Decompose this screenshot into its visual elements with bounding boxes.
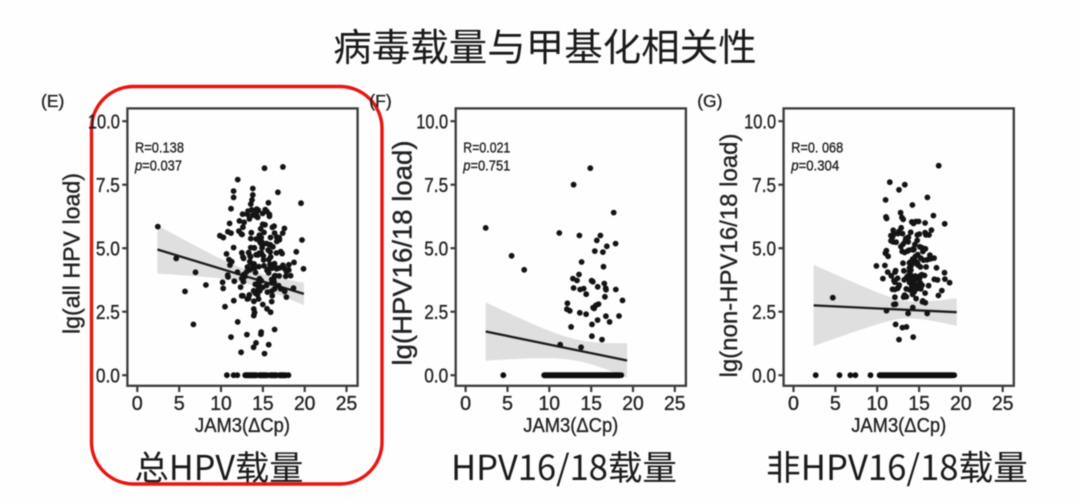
svg-text:5.0: 5.0 <box>96 238 120 260</box>
svg-text:2.5: 2.5 <box>752 302 776 324</box>
svg-text:lg(non-HPV16/18 load): lg(non-HPV16/18 load) <box>716 134 743 378</box>
svg-text:15: 15 <box>908 393 930 415</box>
svg-text:p=0.037: p=0.037 <box>134 158 182 175</box>
svg-text:(E): (E) <box>41 91 64 111</box>
svg-text:0.0: 0.0 <box>96 365 120 387</box>
svg-text:R=0.138: R=0.138 <box>135 140 184 157</box>
svg-text:25: 25 <box>336 393 358 415</box>
svg-text:5: 5 <box>174 393 185 415</box>
svg-text:10.0: 10.0 <box>416 111 448 133</box>
svg-text:p=0.304: p=0.304 <box>790 158 839 175</box>
svg-text:0: 0 <box>788 393 799 415</box>
svg-text:15: 15 <box>252 393 274 415</box>
svg-text:20: 20 <box>294 393 316 415</box>
svg-text:10.0: 10.0 <box>88 111 120 133</box>
svg-text:lg(HPV16/18 load): lg(HPV16/18 load) <box>387 141 417 366</box>
svg-text:7.5: 7.5 <box>752 175 776 197</box>
svg-text:10: 10 <box>866 393 888 415</box>
svg-text:7.5: 7.5 <box>96 175 120 197</box>
svg-text:0.0: 0.0 <box>424 365 448 387</box>
svg-text:10.0: 10.0 <box>744 111 776 133</box>
svg-text:0: 0 <box>460 393 471 415</box>
svg-text:2.5: 2.5 <box>424 302 448 324</box>
svg-text:R=0. 068: R=0. 068 <box>791 140 843 157</box>
svg-text:5: 5 <box>502 393 513 415</box>
svg-text:5.0: 5.0 <box>424 238 448 260</box>
svg-text:25: 25 <box>664 393 686 415</box>
svg-text:p=0.751: p=0.751 <box>462 158 510 175</box>
svg-text:(G): (G) <box>697 91 722 111</box>
svg-text:JAM3(ΔCp): JAM3(ΔCp) <box>523 414 618 437</box>
svg-text:0: 0 <box>132 393 143 415</box>
svg-text:2.5: 2.5 <box>96 302 120 324</box>
svg-text:10: 10 <box>539 393 561 415</box>
svg-text:5: 5 <box>830 393 841 415</box>
svg-text:15: 15 <box>580 393 602 415</box>
svg-text:0.0: 0.0 <box>752 365 776 387</box>
svg-text:7.5: 7.5 <box>424 175 448 197</box>
svg-text:20: 20 <box>622 393 644 415</box>
svg-text:25: 25 <box>992 393 1014 415</box>
svg-text:(F): (F) <box>369 91 391 111</box>
svg-text:5.0: 5.0 <box>752 238 776 260</box>
svg-text:lg(all HPV load): lg(all HPV load) <box>59 173 85 334</box>
svg-text:R=0.021: R=0.021 <box>463 140 510 157</box>
svg-text:JAM3(ΔCp): JAM3(ΔCp) <box>851 414 946 437</box>
svg-text:10: 10 <box>210 393 232 415</box>
svg-text:JAM3(ΔCp): JAM3(ΔCp) <box>195 414 290 437</box>
svg-text:20: 20 <box>950 393 972 415</box>
